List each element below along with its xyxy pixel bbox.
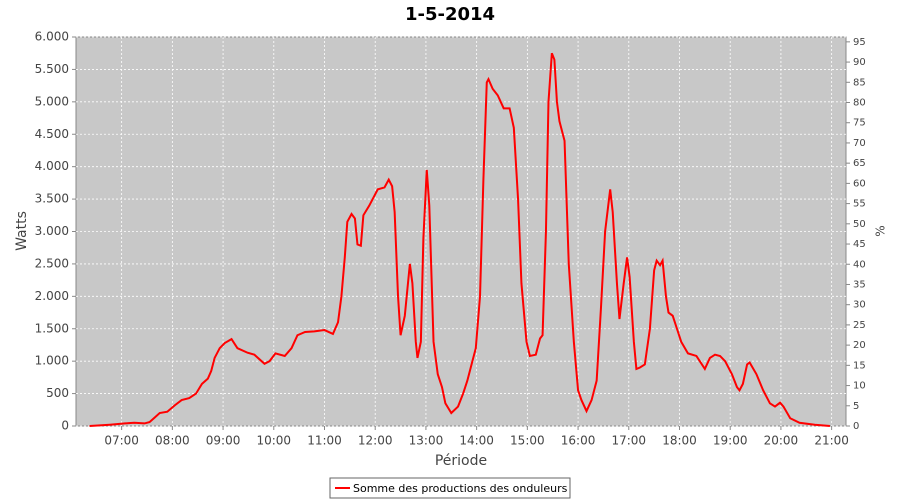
x-tick-label: 12:00 bbox=[358, 434, 393, 448]
y2-tick-label: 15 bbox=[853, 360, 866, 371]
legend-box bbox=[329, 477, 571, 499]
y-tick-label: 1.000 bbox=[35, 354, 69, 368]
x-tick-label: 07:00 bbox=[104, 434, 139, 448]
y2-tick-label: 30 bbox=[853, 300, 866, 311]
y-tick-label: 6.000 bbox=[35, 30, 69, 44]
y-tick-label: 2.000 bbox=[35, 289, 69, 303]
y2-tick-label: 40 bbox=[853, 259, 866, 270]
y2-tick-label: 65 bbox=[853, 158, 866, 169]
x-tick-label: 10:00 bbox=[256, 434, 291, 448]
y-tick-label: 4.000 bbox=[35, 159, 69, 173]
x-tick-label: 09:00 bbox=[206, 434, 241, 448]
y2-tick-label: 80 bbox=[853, 98, 866, 109]
y-tick-label: 3.000 bbox=[35, 224, 69, 238]
y2-tick-label: 70 bbox=[853, 138, 866, 149]
y-tick-label: 500 bbox=[46, 386, 69, 400]
y2-tick-label: 10 bbox=[853, 381, 866, 392]
y2-tick-label: 60 bbox=[853, 178, 866, 189]
y2-axis-label: % bbox=[874, 225, 888, 236]
x-tick-label: 11:00 bbox=[307, 434, 342, 448]
x-tick-label: 16:00 bbox=[561, 434, 596, 448]
data-line bbox=[89, 52, 831, 427]
legend-label: Somme des productions des onduleurs bbox=[353, 482, 568, 495]
y2-tick-label: 25 bbox=[853, 320, 866, 331]
x-tick-label: 15:00 bbox=[510, 434, 545, 448]
x-axis-label: Période bbox=[435, 453, 487, 469]
y-tick-label: 2.500 bbox=[35, 256, 69, 270]
y-tick-label: 5.000 bbox=[35, 94, 69, 108]
y2-tick-label: 5 bbox=[853, 401, 859, 412]
x-tick-label: 13:00 bbox=[409, 434, 444, 448]
y2-tick-label: 20 bbox=[853, 340, 866, 351]
y2-tick-label: 45 bbox=[853, 239, 866, 250]
y2-tick-label: 50 bbox=[853, 219, 866, 230]
x-tick-label: 19:00 bbox=[713, 434, 748, 448]
x-tick-label: 08:00 bbox=[155, 434, 190, 448]
x-tick-label: 21:00 bbox=[814, 434, 849, 448]
y-tick-label: 0 bbox=[61, 419, 69, 433]
y2-tick-label: 35 bbox=[853, 279, 866, 290]
x-tick-label: 20:00 bbox=[764, 434, 799, 448]
y2-tick-label: 85 bbox=[853, 77, 866, 88]
y-tick-label: 5.500 bbox=[35, 62, 69, 76]
y-axis-label: Watts bbox=[14, 211, 30, 251]
y-tick-label: 3.500 bbox=[35, 192, 69, 206]
y-tick-label: 1.500 bbox=[35, 321, 69, 335]
y2-tick-label: 75 bbox=[853, 118, 866, 129]
y2-tick-label: 90 bbox=[853, 57, 866, 68]
y2-tick-label: 0 bbox=[853, 421, 859, 432]
chart-title: 1-5-2014 bbox=[405, 4, 495, 25]
y-tick-label: 4.500 bbox=[35, 127, 69, 141]
x-tick-label: 18:00 bbox=[662, 434, 697, 448]
x-tick-label: 14:00 bbox=[459, 434, 494, 448]
x-tick-label: 17:00 bbox=[611, 434, 646, 448]
y2-tick-label: 95 bbox=[853, 37, 866, 48]
y2-tick-label: 55 bbox=[853, 199, 866, 210]
